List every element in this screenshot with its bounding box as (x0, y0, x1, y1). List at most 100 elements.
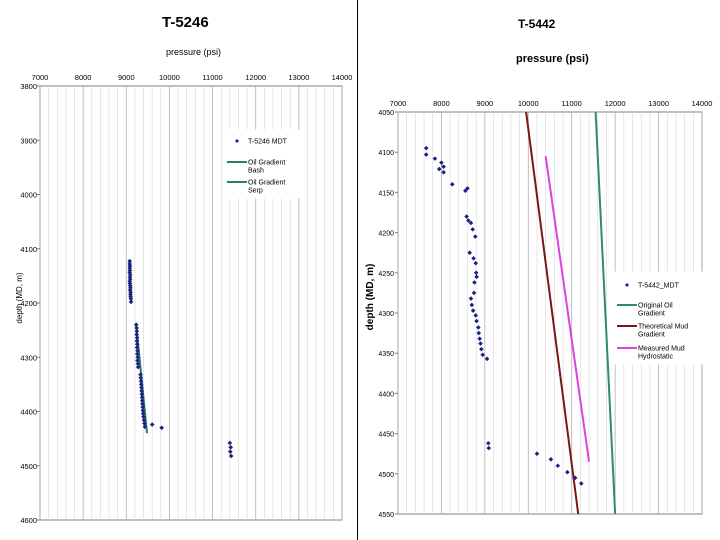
legend-box (221, 129, 301, 199)
data-point (134, 332, 139, 337)
y-tick-label: 4600 (20, 516, 37, 525)
data-point (127, 258, 133, 264)
data-point (128, 296, 134, 301)
data-point (127, 281, 133, 286)
chart-title: T-5246 (162, 14, 209, 31)
data-point (476, 325, 481, 330)
x-axis-label: pressure (psi) (166, 47, 222, 57)
y-tick-label: 4000 (20, 191, 37, 200)
data-point (135, 354, 141, 360)
data-point (139, 395, 145, 400)
data-point (423, 145, 429, 151)
data-point (465, 186, 470, 191)
data-point (477, 336, 482, 342)
data-point (135, 361, 141, 367)
data-point (138, 375, 144, 381)
data-point (565, 469, 570, 475)
legend-label: Theoretical Mud Gradient (638, 324, 688, 339)
y-axis-label: depth (MD, m) (15, 272, 24, 323)
data-point (138, 382, 144, 387)
x-tick-label: 8000 (433, 99, 450, 108)
chart-panel-t5246: T-5246 pressure (psi) 7000 8000 9000 10000 1… (0, 0, 358, 540)
data-point (572, 475, 578, 481)
y-tick-label: 4050 (378, 110, 394, 117)
data-point (228, 445, 233, 450)
data-point (139, 385, 144, 390)
data-point (228, 453, 234, 459)
data-point (127, 261, 133, 267)
data-point (436, 166, 442, 172)
data-point (141, 417, 147, 423)
x-tick-label: 9000 (118, 73, 135, 82)
data-point (127, 270, 133, 275)
series-line (525, 111, 580, 515)
x-tick-label: 10000 (518, 99, 539, 108)
data-point (486, 440, 491, 446)
y-tick-label: 4500 (378, 472, 394, 479)
data-point (471, 290, 477, 296)
data-point (140, 401, 145, 407)
series-line (544, 156, 591, 462)
data-point (135, 358, 140, 363)
legend-label: T-5246 MDT (248, 139, 288, 146)
y-axis-label: depth (MD, m) (365, 264, 376, 331)
chart-panel-t5442: T-5442 pressure (psi) 7000 8000 9000 10000 1… (358, 0, 720, 540)
data-point (134, 325, 139, 331)
x-tick-label: 12000 (605, 99, 626, 108)
x-tick-label: 8000 (75, 73, 92, 82)
legend-label: Oil Gradient Bash (248, 160, 285, 175)
legend-label: Original Oil Gradient (638, 303, 673, 318)
y-tick-label: 4300 (378, 311, 394, 318)
data-point (423, 152, 429, 157)
x-tick-label: 11000 (202, 73, 222, 82)
data-point (227, 440, 233, 446)
x-tick-label: 7000 (32, 73, 49, 82)
data-point (474, 318, 479, 324)
data-point (127, 287, 133, 293)
y-tick-label: 4550 (378, 512, 394, 519)
data-point (470, 227, 475, 232)
legend-label: Oil Gradient Serp (248, 180, 285, 195)
y-tick-label: 4100 (20, 245, 37, 254)
x-tick-label: 14000 (332, 73, 353, 82)
data-point (142, 424, 148, 429)
y-tick-label: 4350 (378, 351, 394, 358)
data-point (441, 164, 446, 169)
data-point (474, 274, 479, 280)
data-point (127, 265, 133, 271)
series-line (594, 111, 617, 515)
data-point (473, 234, 478, 239)
data-point (464, 214, 469, 219)
y-tick-label: 3900 (20, 136, 37, 145)
data-point (140, 404, 145, 410)
y-tick-label: 3800 (20, 82, 37, 91)
data-point (133, 322, 139, 327)
data-point (149, 422, 155, 427)
data-point (134, 335, 140, 341)
data-point (139, 398, 145, 403)
data-point (128, 289, 133, 295)
y-tick-label: 4400 (378, 391, 394, 398)
chart-plot-t5246: 7000 8000 9000 10000 11000 12000 13000 14000 380… (15, 73, 353, 525)
chart-plot-t5442: 7000 8000 9000 10000 11000 12000 13000 14000 405… (365, 99, 717, 519)
y-tick-label: 4250 (378, 271, 394, 278)
y-tick-label: 4200 (20, 299, 37, 308)
x-tick-label: 9000 (477, 99, 494, 108)
y-tick-label: 4400 (20, 408, 37, 417)
y-tick-label: 4450 (378, 432, 394, 439)
data-point (135, 348, 140, 354)
data-point (484, 356, 490, 362)
x-tick-label: 13000 (288, 73, 309, 82)
data-point (548, 457, 554, 462)
data-point (138, 372, 143, 377)
data-point (134, 351, 140, 357)
x-tick-label: 12000 (245, 73, 266, 82)
legend-label: Measured Mud Hydrostatic (638, 346, 685, 361)
data-point (134, 345, 140, 350)
x-tick-label: 13000 (648, 99, 669, 108)
data-point (134, 341, 140, 347)
y-tick-label: 4100 (378, 150, 394, 157)
legend-marker (235, 139, 239, 143)
data-point (139, 391, 145, 397)
x-tick-label: 11000 (562, 99, 582, 108)
